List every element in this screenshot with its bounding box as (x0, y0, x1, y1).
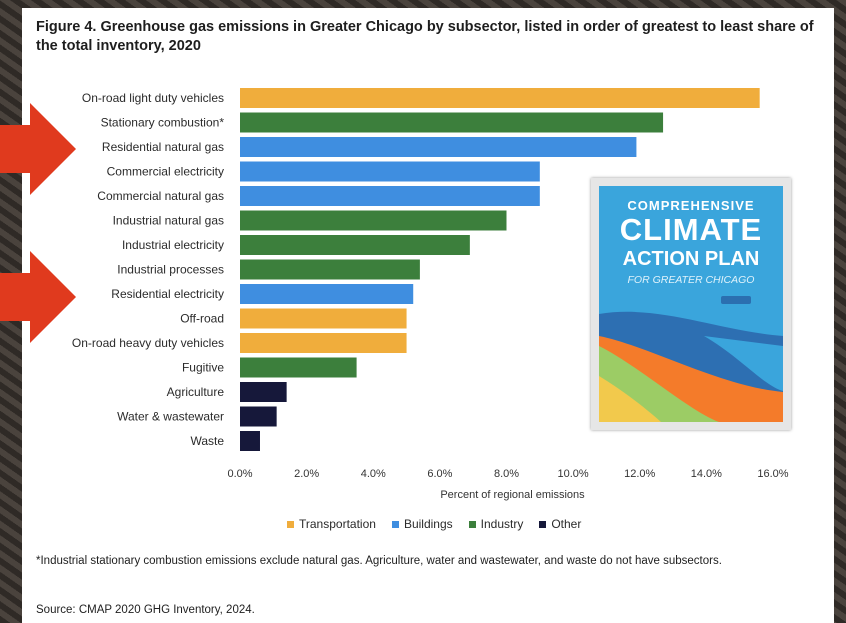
cover-subtitle: FOR GREATER CHICAGO (627, 274, 755, 286)
category-label: On-road light duty vehicles (82, 91, 224, 105)
x-tick-label: 0.0% (227, 468, 252, 480)
category-label: Residential natural gas (102, 140, 224, 154)
bar-off-road (240, 308, 407, 329)
bar-on-road-heavy-duty-vehicles (240, 333, 407, 353)
bar-residential-electricity (240, 284, 414, 304)
x-tick-label: 12.0% (624, 468, 655, 480)
cover-badge (721, 296, 751, 304)
legend-item-industry: Industry (468, 517, 524, 531)
legend-swatch (391, 520, 399, 528)
figure-source: Source: CMAP 2020 GHG Inventory, 2024. (36, 604, 255, 616)
figure-title: Figure 4. Greenhouse gas emissions in Gr… (36, 19, 814, 54)
category-label: Residential electricity (111, 287, 224, 301)
x-tick-label: 16.0% (757, 468, 788, 480)
category-label: Stationary combustion* (101, 116, 225, 130)
x-tick-label: 14.0% (691, 468, 722, 480)
bar-fugitive (240, 357, 357, 378)
bar-agriculture (240, 382, 287, 402)
category-label: Commercial natural gas (97, 189, 224, 203)
bar-commercial-natural-gas (240, 186, 540, 206)
legend-label: Industry (480, 517, 524, 531)
legend-swatch (468, 520, 476, 528)
x-tick-label: 2.0% (294, 468, 319, 480)
bar-water-wastewater (240, 406, 277, 427)
x-tick-label: 4.0% (361, 468, 386, 480)
legend-item-other: Other (539, 517, 581, 531)
category-label: Water & wastewater (117, 410, 224, 424)
bar-waste (240, 431, 260, 451)
category-label: Waste (190, 434, 224, 448)
bar-industrial-electricity (240, 235, 470, 255)
legend-item-buildings: Buildings (391, 517, 453, 531)
cover-title-line-2: CLIMATE (619, 212, 763, 247)
bar-stationary-combustion (240, 112, 664, 133)
bar-on-road-light-duty-vehicles (240, 88, 760, 108)
category-label: Agriculture (167, 385, 225, 399)
arrow-residential-electricity (0, 251, 76, 343)
category-label: Fugitive (182, 361, 224, 375)
x-axis-title: Percent of regional emissions (440, 489, 585, 501)
cover-title-line-3: ACTION PLAN (622, 248, 760, 270)
bar-residential-natural-gas (240, 137, 637, 157)
category-label: Industrial electricity (122, 238, 224, 252)
cover-title-line-1: COMPREHENSIVE (627, 198, 755, 213)
legend-item-transportation: Transportation (287, 517, 376, 531)
report-cover: COMPREHENSIVE CLIMATE ACTION PLAN FOR GR… (591, 178, 791, 430)
chart-legend: Transportation Buildings Industry Other (287, 517, 581, 531)
arrow-residential-natural-gas (0, 103, 76, 195)
bar-commercial-electricity (240, 161, 540, 182)
legend-swatch (539, 520, 547, 528)
category-label: Commercial electricity (107, 165, 224, 179)
x-tick-label: 6.0% (427, 468, 452, 480)
legend-label: Buildings (403, 517, 453, 531)
legend-label: Transportation (299, 517, 376, 531)
category-label: On-road heavy duty vehicles (72, 336, 224, 350)
cover-waves (599, 311, 783, 422)
category-label: Industrial natural gas (113, 214, 224, 228)
x-tick-label: 10.0% (558, 468, 589, 480)
bar-industrial-processes (240, 259, 420, 280)
category-label: Off-road (180, 312, 224, 326)
x-tick-label: 8.0% (494, 468, 519, 480)
report-cover-art: COMPREHENSIVE CLIMATE ACTION PLAN FOR GR… (599, 186, 783, 422)
legend-label: Other (551, 517, 582, 531)
category-label: Industrial processes (117, 263, 224, 277)
legend-swatch (287, 520, 294, 528)
figure-footnote: *Industrial stationary combustion emissi… (36, 555, 722, 567)
bar-industrial-natural-gas (240, 210, 507, 231)
